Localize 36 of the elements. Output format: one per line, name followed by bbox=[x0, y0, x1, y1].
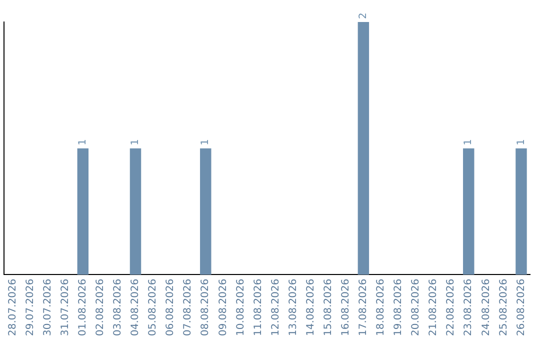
x-tick-label: 09.08.2026 bbox=[218, 278, 229, 336]
x-tick-label: 23.08.2026 bbox=[463, 278, 474, 336]
x-tick-label: 30.07.2026 bbox=[42, 278, 54, 336]
x-tick-label: 14.08.2026 bbox=[305, 278, 316, 336]
data-label: 2 bbox=[358, 12, 370, 19]
x-tick-label: 19.08.2026 bbox=[393, 278, 404, 336]
x-tick-label: 01.08.2026 bbox=[77, 278, 88, 336]
x-tick-label: 18.08.2026 bbox=[376, 278, 387, 336]
x-tick-label: 13.08.2026 bbox=[288, 278, 299, 336]
x-tick-label: 24.08.2026 bbox=[480, 278, 492, 336]
x-tick-label: 10.08.2026 bbox=[235, 278, 246, 336]
x-tick-label: 20.08.2026 bbox=[410, 278, 422, 336]
x-tick-label: 25.08.2026 bbox=[498, 278, 510, 336]
x-tick-label: 26.08.2026 bbox=[516, 278, 527, 336]
x-tick-label: 08.08.2026 bbox=[200, 278, 212, 336]
data-label: 1 bbox=[516, 138, 527, 146]
x-tick-label: 15.08.2026 bbox=[322, 278, 334, 336]
x-tick-label: 12.08.2026 bbox=[270, 278, 282, 336]
x-tick-label: 07.08.2026 bbox=[182, 278, 194, 336]
x-tick-label: 11.08.2026 bbox=[252, 278, 264, 336]
x-tick-label: 28.07.2026 bbox=[7, 278, 18, 336]
x-tick-label: 02.08.2026 bbox=[95, 278, 106, 336]
x-tick-label: 06.08.2026 bbox=[165, 278, 176, 336]
x-tick-label: 17.08.2026 bbox=[358, 278, 370, 336]
x-tick-label: 22.08.2026 bbox=[446, 278, 457, 336]
x-tick-label: 04.08.2026 bbox=[130, 278, 142, 336]
x-tick-label: 03.08.2026 bbox=[112, 278, 124, 336]
x-tick-label: 05.08.2026 bbox=[148, 278, 159, 336]
data-label: 1 bbox=[200, 138, 212, 146]
x-tick-label: 16.08.2026 bbox=[340, 278, 352, 336]
x-tick-label: 29.07.2026 bbox=[24, 278, 36, 336]
data-label: 1 bbox=[77, 138, 88, 146]
data-label: 1 bbox=[463, 138, 474, 146]
x-tick-label: 31.07.2026 bbox=[60, 278, 71, 336]
x-tick-label: 21.08.2026 bbox=[428, 278, 440, 336]
data-label: 1 bbox=[130, 138, 142, 146]
